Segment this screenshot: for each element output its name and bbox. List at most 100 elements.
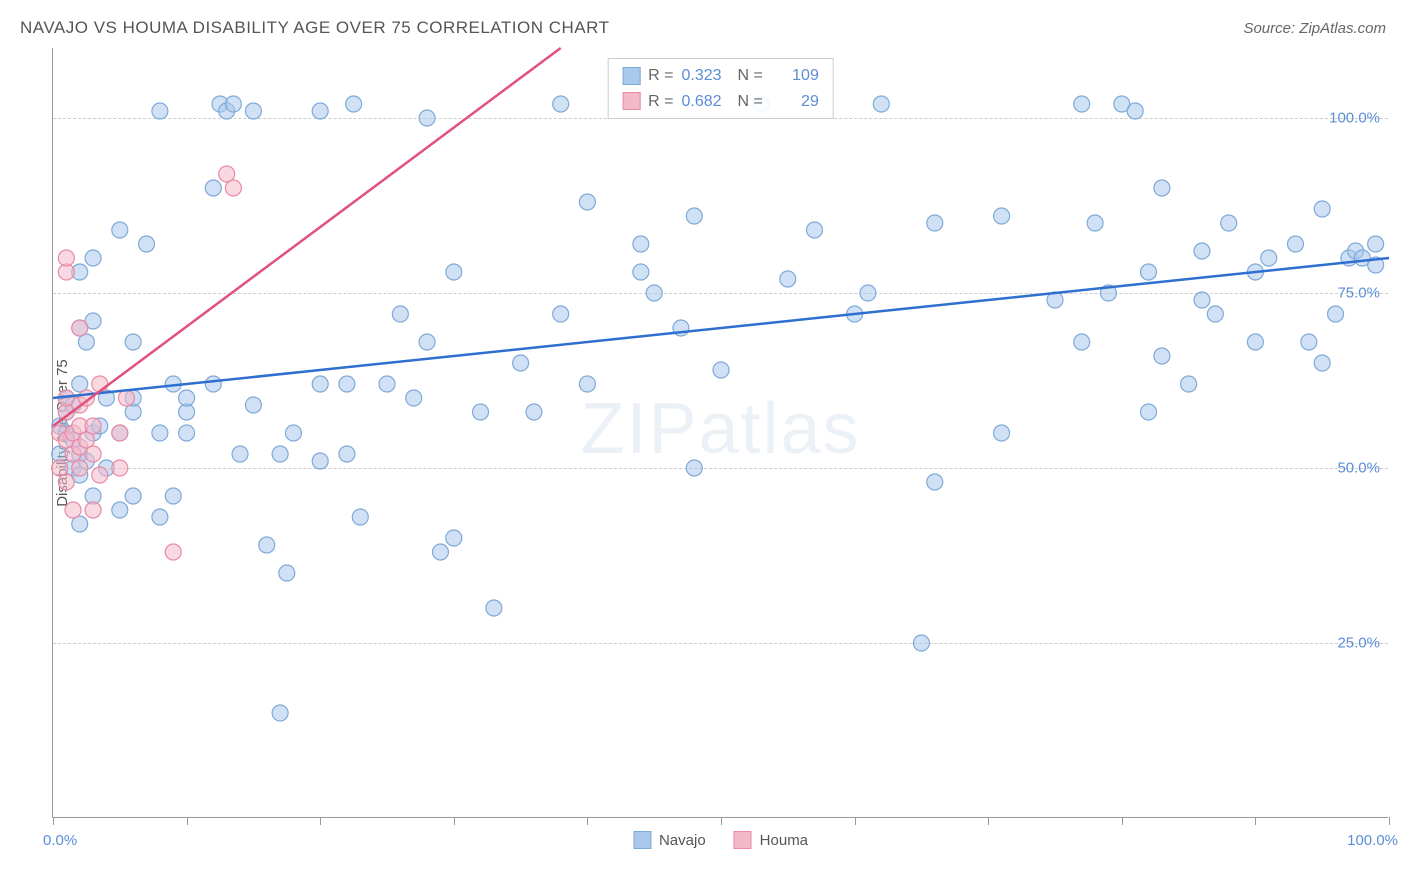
scatter-point xyxy=(72,460,88,476)
scatter-point xyxy=(1314,355,1330,371)
scatter-point xyxy=(553,306,569,322)
scatter-point xyxy=(112,425,128,441)
stats-swatch xyxy=(622,92,640,110)
x-tick xyxy=(454,817,455,825)
scatter-point xyxy=(92,467,108,483)
scatter-point xyxy=(118,390,134,406)
chart-header: NAVAJO VS HOUMA DISABILITY AGE OVER 75 C… xyxy=(20,18,1386,38)
scatter-point xyxy=(406,390,422,406)
scatter-point xyxy=(232,446,248,462)
scatter-point xyxy=(686,208,702,224)
scatter-point xyxy=(85,250,101,266)
scatter-point xyxy=(526,404,542,420)
scatter-point xyxy=(152,103,168,119)
scatter-point xyxy=(85,446,101,462)
legend-label: Houma xyxy=(760,832,808,849)
scatter-point xyxy=(58,250,74,266)
scatter-point xyxy=(1301,334,1317,350)
scatter-point xyxy=(152,425,168,441)
scatter-point xyxy=(633,264,649,280)
stats-n-value: 29 xyxy=(771,89,819,115)
scatter-point xyxy=(1127,103,1143,119)
scatter-point xyxy=(419,334,435,350)
scatter-point xyxy=(486,600,502,616)
legend: Navajo Houma xyxy=(633,831,808,849)
scatter-point xyxy=(446,264,462,280)
x-tick xyxy=(1122,817,1123,825)
scatter-point xyxy=(85,502,101,518)
scatter-point xyxy=(473,404,489,420)
x-tick xyxy=(587,817,588,825)
scatter-point xyxy=(646,285,662,301)
scatter-point xyxy=(1154,180,1170,196)
scatter-point xyxy=(1314,201,1330,217)
scatter-point xyxy=(72,320,88,336)
stats-r-label: R = xyxy=(648,89,673,115)
scatter-point xyxy=(125,488,141,504)
scatter-point xyxy=(259,537,275,553)
x-tick xyxy=(53,817,54,825)
scatter-point xyxy=(139,236,155,252)
scatter-point xyxy=(927,215,943,231)
scatter-point xyxy=(339,376,355,392)
legend-label: Navajo xyxy=(659,832,706,849)
stats-n-label: N = xyxy=(738,63,763,89)
stats-n-value: 109 xyxy=(771,63,819,89)
scatter-point xyxy=(165,488,181,504)
scatter-point xyxy=(780,271,796,287)
scatter-point xyxy=(1221,215,1237,231)
scatter-point xyxy=(165,544,181,560)
scatter-point xyxy=(713,362,729,378)
legend-swatch xyxy=(633,831,651,849)
x-tick xyxy=(320,817,321,825)
scatter-point xyxy=(1261,250,1277,266)
scatter-point xyxy=(860,285,876,301)
scatter-point xyxy=(1087,215,1103,231)
scatter-point xyxy=(1194,292,1210,308)
x-axis-label-max: 100.0% xyxy=(1347,832,1398,849)
scatter-point xyxy=(579,376,595,392)
scatter-point xyxy=(994,208,1010,224)
scatter-point xyxy=(152,509,168,525)
scatter-point xyxy=(205,376,221,392)
chart-title: NAVAJO VS HOUMA DISABILITY AGE OVER 75 C… xyxy=(20,18,609,38)
scatter-point xyxy=(339,446,355,462)
scatter-point xyxy=(346,96,362,112)
stats-swatch xyxy=(622,67,640,85)
scatter-point xyxy=(1368,236,1384,252)
stats-row: R =0.323N =109 xyxy=(622,63,819,89)
scatter-point xyxy=(125,334,141,350)
legend-swatch xyxy=(734,831,752,849)
scatter-point xyxy=(419,110,435,126)
scatter-point xyxy=(432,544,448,560)
legend-item: Navajo xyxy=(633,831,706,849)
x-tick xyxy=(855,817,856,825)
scatter-point xyxy=(179,425,195,441)
scatter-point xyxy=(245,103,261,119)
scatter-point xyxy=(392,306,408,322)
scatter-point xyxy=(85,418,101,434)
legend-item: Houma xyxy=(734,831,808,849)
scatter-point xyxy=(807,222,823,238)
scatter-point xyxy=(994,425,1010,441)
scatter-point xyxy=(112,502,128,518)
scatter-point xyxy=(1287,236,1303,252)
stats-n-label: N = xyxy=(738,89,763,115)
x-tick xyxy=(1255,817,1256,825)
scatter-point xyxy=(927,474,943,490)
x-axis-label-min: 0.0% xyxy=(43,832,77,849)
scatter-point xyxy=(553,96,569,112)
scatter-point xyxy=(112,222,128,238)
scatter-point xyxy=(1207,306,1223,322)
scatter-point xyxy=(579,194,595,210)
chart-source: Source: ZipAtlas.com xyxy=(1243,20,1386,37)
scatter-point xyxy=(225,96,241,112)
scatter-point xyxy=(312,376,328,392)
scatter-point xyxy=(513,355,529,371)
scatter-point xyxy=(92,376,108,392)
scatter-point xyxy=(379,376,395,392)
scatter-point xyxy=(272,705,288,721)
scatter-point xyxy=(913,635,929,651)
stats-r-label: R = xyxy=(648,63,673,89)
scatter-point xyxy=(1074,334,1090,350)
